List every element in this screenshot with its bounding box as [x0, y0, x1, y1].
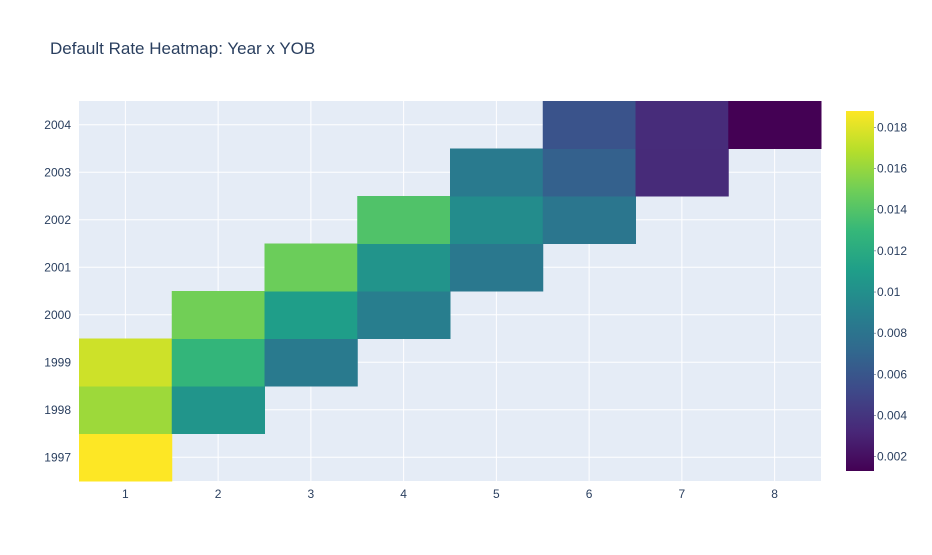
heatmap-cell [542, 101, 636, 149]
colorbar: 0.002 0.004 0.006 0.008 0.01 0.012 0.014 0.016 0… [846, 111, 907, 471]
plot-area [79, 101, 822, 482]
x-axis: 1 2 3 4 5 6 7 8 [122, 487, 778, 501]
heatmap-cell [357, 196, 451, 244]
heatmap-cell [635, 148, 729, 197]
heatmap-cell [542, 196, 636, 244]
colorbar-tick-label: 0.012 [877, 244, 907, 258]
y-tick-label: 2002 [44, 213, 71, 227]
y-tick-label: 2004 [44, 118, 71, 132]
heatmap-cell [728, 101, 822, 149]
y-tick-label: 2003 [44, 165, 71, 179]
heatmap-cell [79, 433, 173, 482]
colorbar-tick-label: 0.01 [877, 285, 901, 299]
heatmap-cell [171, 291, 265, 339]
heatmap-cell [264, 243, 358, 292]
heatmap-cell [450, 243, 544, 292]
y-axis: 1997 1998 1999 2000 2001 2002 2003 2004 [44, 118, 71, 465]
colorbar-tick-label: 0.014 [877, 203, 907, 217]
x-tick-label: 3 [308, 487, 315, 501]
y-tick-label: 1999 [44, 355, 71, 369]
x-tick-label: 1 [122, 487, 129, 501]
heatmap-cell [264, 338, 358, 387]
heatmap-cell [450, 148, 544, 197]
colorbar-tick-label: 0.008 [877, 326, 907, 340]
y-tick-label: 1998 [44, 403, 71, 417]
heatmap-cell [264, 291, 358, 339]
y-tick-label: 2000 [44, 308, 71, 322]
heatmap-cell [357, 291, 451, 339]
heatmap-cell [542, 148, 636, 197]
heatmap-cell [171, 386, 265, 434]
y-tick-label: 1997 [44, 450, 71, 464]
heatmap-cell [635, 101, 729, 149]
colorbar-gradient [846, 111, 874, 471]
x-tick-label: 6 [586, 487, 593, 501]
heatmap-cell [357, 243, 451, 292]
x-tick-label: 8 [771, 487, 778, 501]
x-tick-label: 4 [400, 487, 407, 501]
heatmap-cell [79, 386, 173, 434]
colorbar-tick-label: 0.004 [877, 408, 907, 422]
x-tick-label: 2 [215, 487, 222, 501]
heatmap-cell [450, 196, 544, 244]
colorbar-tick-label: 0.006 [877, 367, 907, 381]
heatmap-cell [79, 338, 173, 387]
x-tick-label: 7 [679, 487, 686, 501]
chart-title: Default Rate Heatmap: Year x YOB [50, 39, 315, 58]
colorbar-tick-label: 0.018 [877, 120, 907, 134]
x-tick-label: 5 [493, 487, 500, 501]
colorbar-tick-label: 0.016 [877, 162, 907, 176]
heatmap-cell [171, 338, 265, 387]
colorbar-tick-label: 0.002 [877, 450, 907, 464]
y-tick-label: 2001 [44, 260, 71, 274]
